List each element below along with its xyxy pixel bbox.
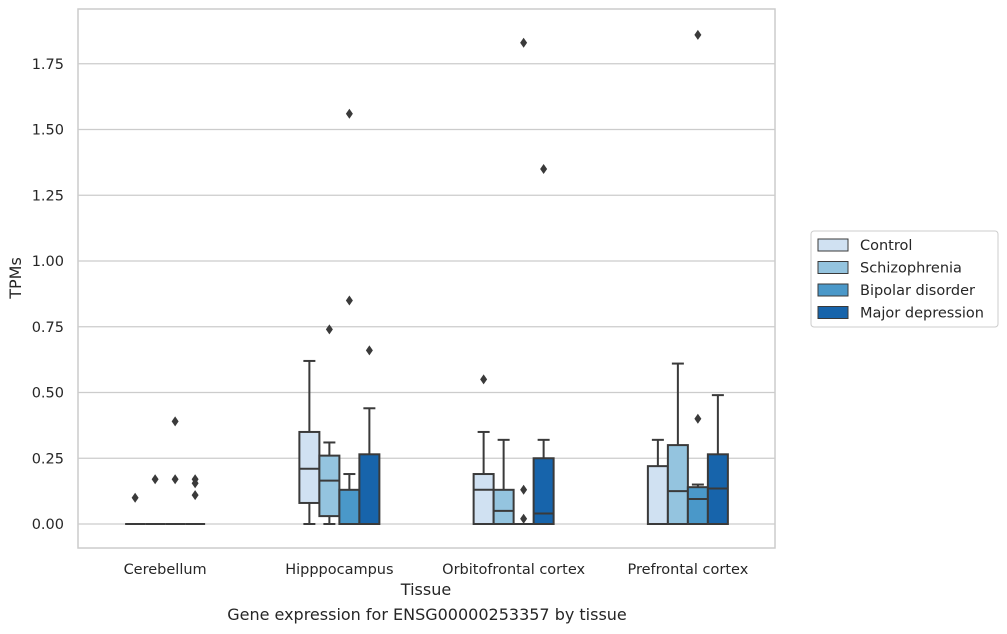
y-tick-label: 0.00 (32, 517, 64, 533)
figure-caption: Gene expression for ENSG00000253357 by t… (227, 605, 627, 624)
legend-swatch (817, 283, 849, 297)
outlier-point (520, 513, 528, 524)
outlier-point (171, 416, 179, 427)
outlier-point (345, 295, 353, 306)
plot-frame (77, 8, 776, 549)
box-0 (125, 492, 146, 525)
outlier-point (171, 474, 179, 485)
box-3 (358, 345, 381, 525)
box-body (318, 454, 341, 518)
y-axis-label: TPMs (6, 257, 25, 300)
outlier-point (480, 374, 488, 385)
box-2 (513, 37, 534, 525)
outlier-point (191, 478, 199, 489)
outlier-point (520, 37, 528, 48)
box-2 (165, 416, 186, 525)
y-tick-labels: 0.00 0.25 0.50 0.75 1.00 1.25 1.50 1.75 (32, 57, 64, 533)
box-3 (532, 163, 555, 525)
y-tick-label: 0.25 (32, 451, 64, 467)
box-body (686, 486, 709, 525)
box-1 (492, 438, 515, 525)
outlier-point (151, 474, 159, 485)
outlier-point (131, 492, 139, 503)
y-tick-label: 1.00 (32, 254, 64, 270)
legend-swatch (817, 238, 849, 252)
box-0 (298, 359, 321, 525)
outlier-point (365, 345, 373, 356)
outlier-point (325, 324, 333, 335)
x-tick-label: Prefrontal cortex (627, 562, 748, 578)
legend-label: Major depression (860, 306, 984, 322)
y-tick-label: 1.75 (32, 57, 64, 73)
outlier-point (694, 29, 702, 40)
box-1 (666, 362, 689, 526)
box-body (338, 488, 361, 525)
y-tick-label: 0.75 (32, 320, 64, 336)
x-tick-labels: Cerebellum Hipppocampus Orbitofrontal cort… (124, 562, 749, 578)
box-2 (686, 29, 709, 525)
legend-swatch (817, 261, 849, 274)
outlier-point (345, 108, 353, 119)
box-2 (338, 108, 361, 525)
outlier-point (694, 413, 702, 424)
y-tick-label: 1.50 (32, 123, 64, 139)
x-tick-label: Hipppocampus (285, 562, 393, 578)
legend-label: Schizophrenia (860, 261, 962, 277)
y-tick-label: 1.25 (32, 188, 64, 204)
outlier-point (191, 490, 199, 501)
box-1 (145, 474, 166, 525)
box-body (532, 457, 555, 525)
x-tick-label: Orbitofrontal cortex (442, 562, 585, 578)
box-3 (185, 474, 206, 525)
outlier-point (520, 484, 528, 495)
legend-frame (810, 230, 999, 328)
legend-label: Control (860, 238, 912, 254)
box-body (298, 430, 321, 504)
box-groups (125, 29, 729, 526)
box-body (646, 465, 669, 526)
y-tick-label: 0.50 (32, 386, 64, 402)
box-body (472, 473, 495, 525)
box-3 (706, 394, 729, 525)
x-tick-label: Cerebellum (124, 562, 207, 578)
outlier-point (540, 163, 548, 174)
legend-label: Bipolar disorder (860, 283, 975, 299)
legend-swatch (817, 306, 849, 319)
box-body (492, 488, 515, 525)
box-1 (318, 324, 341, 525)
legend: Control Schizophrenia Bipolar disorder Majo… (810, 230, 999, 328)
x-axis-label: Tissue (400, 580, 451, 599)
box-body (358, 453, 381, 525)
box-body (666, 444, 689, 526)
